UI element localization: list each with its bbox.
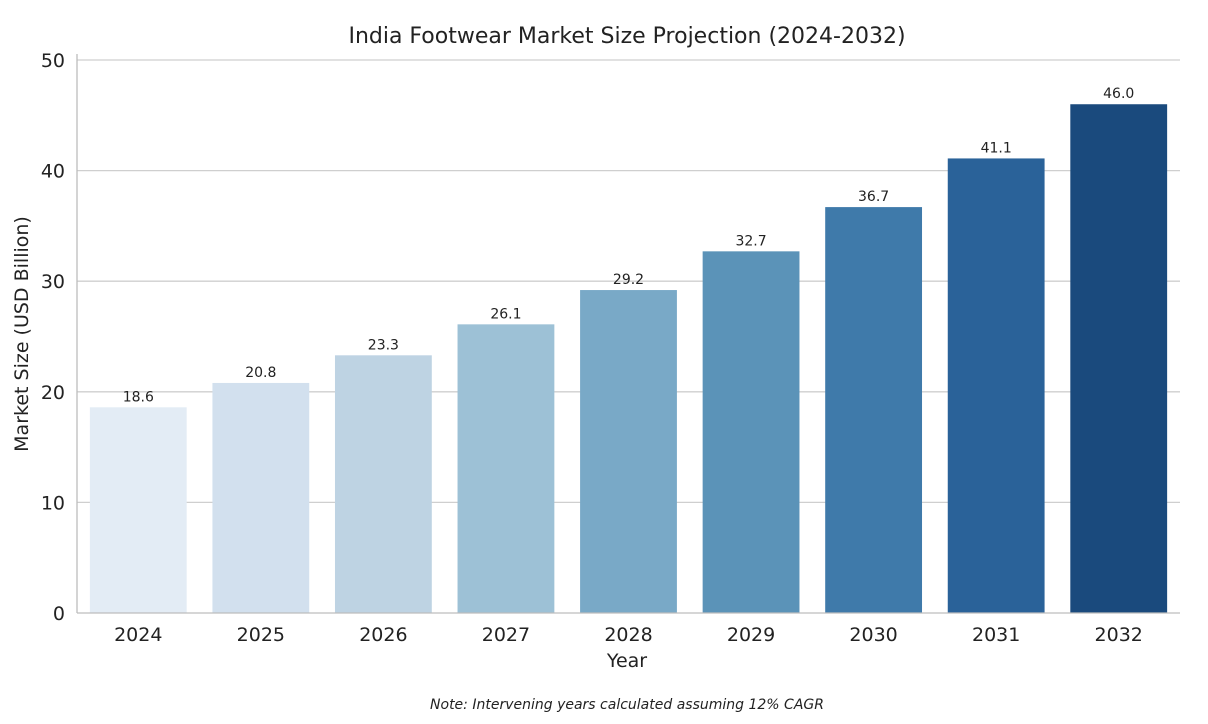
bar-2027 <box>457 324 555 613</box>
y-tick-labels: 0 10 20 30 40 50 <box>41 50 65 625</box>
chart-title: India Footwear Market Size Projection (2… <box>348 24 905 49</box>
bar-2025 <box>212 382 310 613</box>
bar-2030 <box>825 207 923 613</box>
bar-value-label: 20.8 <box>245 365 276 381</box>
x-tick-label: 2026 <box>359 624 407 646</box>
x-tick-label: 2030 <box>849 624 897 646</box>
bar-2024 <box>89 407 187 613</box>
x-axis-title: Year <box>606 650 647 672</box>
y-tick-label: 10 <box>41 492 65 514</box>
bar-value-label: 29.2 <box>613 272 644 288</box>
bar-value-label: 18.6 <box>123 389 154 405</box>
bar-2028 <box>580 290 677 613</box>
bar-2032 <box>1070 104 1168 614</box>
bar-value-label: 32.7 <box>735 233 766 249</box>
y-axis-title: Market Size (USD Billion) <box>11 216 33 452</box>
bar-2026 <box>334 355 432 613</box>
bars-layer <box>89 104 1168 614</box>
chart-note: Note: Intervening years calculated assum… <box>430 697 824 713</box>
x-tick-label: 2028 <box>604 624 652 646</box>
x-tick-label: 2027 <box>482 624 530 646</box>
axes-layer <box>76 54 1180 614</box>
bar-value-label: 36.7 <box>858 189 889 205</box>
bar-value-label: 23.3 <box>368 337 399 353</box>
bar-value-label: 41.1 <box>981 140 1012 156</box>
y-tick-label: 0 <box>53 603 65 625</box>
bar-2031 <box>947 158 1045 613</box>
x-tick-labels: 2024 2025 2026 2027 2028 2029 2030 2031 2032 <box>114 624 1143 646</box>
bar-value-label: 26.1 <box>490 306 521 322</box>
value-labels: 18.6 20.8 23.3 26.1 29.2 32.7 36.7 41.1 46.0 <box>123 86 1135 405</box>
y-tick-label: 30 <box>41 271 65 293</box>
y-tick-label: 40 <box>41 161 65 183</box>
x-tick-label: 2032 <box>1095 624 1143 646</box>
y-tick-label: 50 <box>41 50 65 72</box>
x-tick-label: 2031 <box>972 624 1020 646</box>
x-tick-label: 2025 <box>237 624 285 646</box>
y-tick-label: 20 <box>41 382 65 404</box>
bar-value-label: 46.0 <box>1103 86 1134 102</box>
x-tick-label: 2024 <box>114 624 162 646</box>
x-tick-label: 2029 <box>727 624 775 646</box>
bar-2029 <box>702 251 800 613</box>
